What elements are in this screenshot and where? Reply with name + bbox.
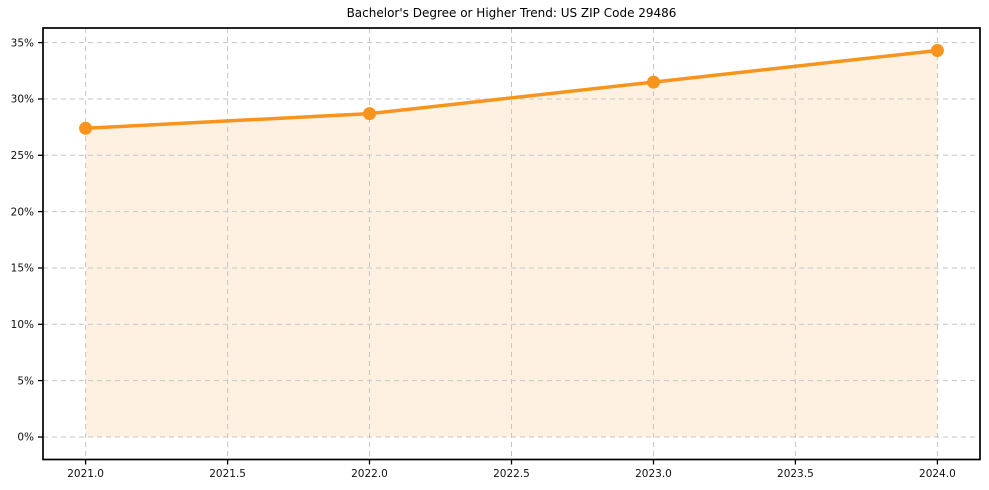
x-tick-label: 2022.5 [493, 468, 530, 480]
y-tick-label: 20% [11, 206, 34, 218]
x-tick-label: 2023.0 [635, 468, 672, 480]
area-fill [85, 50, 938, 437]
y-tick-label: 25% [11, 150, 34, 162]
data-point-marker [930, 44, 944, 57]
chart-title: Bachelor's Degree or Higher Trend: US ZI… [346, 6, 677, 20]
data-point-marker [79, 121, 93, 135]
y-tick-label: 35% [11, 37, 34, 49]
data-point-marker [647, 75, 660, 89]
y-tick-label: 10% [11, 319, 34, 331]
y-tick-label: 15% [11, 263, 34, 275]
y-tick-label: 0% [17, 432, 34, 444]
x-tick-label: 2021.0 [67, 468, 104, 480]
data-point-marker [363, 107, 376, 121]
x-tick-label: 2023.5 [777, 468, 814, 480]
y-tick-label: 5% [17, 375, 34, 387]
x-tick-label: 2024.0 [919, 468, 956, 480]
y-tick-label: 30% [11, 94, 34, 106]
x-tick-label: 2021.5 [209, 468, 246, 480]
trend-line [83, 48, 940, 131]
x-tick-label: 2022.0 [351, 468, 388, 480]
